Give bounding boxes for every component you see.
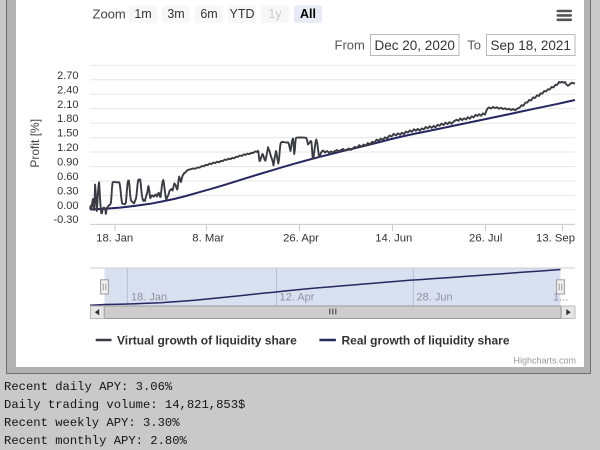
svg-text:3m: 3m [167,7,184,21]
svg-text:-0.30: -0.30 [53,214,78,226]
svg-text:12. Apr: 12. Apr [280,292,315,304]
svg-text:YTD: YTD [230,7,255,21]
svg-text:2.40: 2.40 [57,84,78,96]
svg-text:18. Jan: 18. Jan [131,292,167,304]
svg-text:0.90: 0.90 [57,157,78,169]
svg-text:18. Jan: 18. Jan [96,233,133,245]
svg-text:2.70: 2.70 [57,70,78,82]
svg-text:To: To [467,38,481,53]
svg-text:6m: 6m [200,7,217,21]
svg-text:1y: 1y [268,7,282,21]
svg-text:Real growth of liquidity share: Real growth of liquidity share [342,333,510,347]
svg-text:Zoom: Zoom [93,7,126,22]
svg-text:Virtual growth of liquidity sh: Virtual growth of liquidity share [117,333,297,347]
svg-text:1...: 1... [553,292,568,304]
svg-text:All: All [300,7,316,21]
svg-text:Highcharts.com: Highcharts.com [513,356,576,366]
svg-text:0.30: 0.30 [57,185,78,197]
svg-text:26. Jul: 26. Jul [469,233,502,245]
svg-text:14. Jun: 14. Jun [375,233,412,245]
svg-text:Profit [%]: Profit [%] [28,119,42,168]
svg-text:26. Apr: 26. Apr [283,233,319,245]
svg-text:28. Jun: 28. Jun [417,292,453,304]
svg-text:0.60: 0.60 [57,171,78,183]
svg-text:Dec 20, 2020: Dec 20, 2020 [375,38,455,53]
svg-text:2.10: 2.10 [57,99,78,111]
svg-text:Sep 18, 2021: Sep 18, 2021 [491,38,571,53]
svg-text:13. Sep: 13. Sep [536,233,575,245]
svg-text:1.50: 1.50 [57,128,78,140]
svg-text:0.00: 0.00 [57,200,78,212]
svg-text:1.20: 1.20 [57,142,78,154]
svg-text:1.80: 1.80 [57,113,78,125]
svg-text:8. Mar: 8. Mar [192,233,224,245]
svg-text:1m: 1m [134,7,151,21]
svg-text:From: From [335,38,365,53]
